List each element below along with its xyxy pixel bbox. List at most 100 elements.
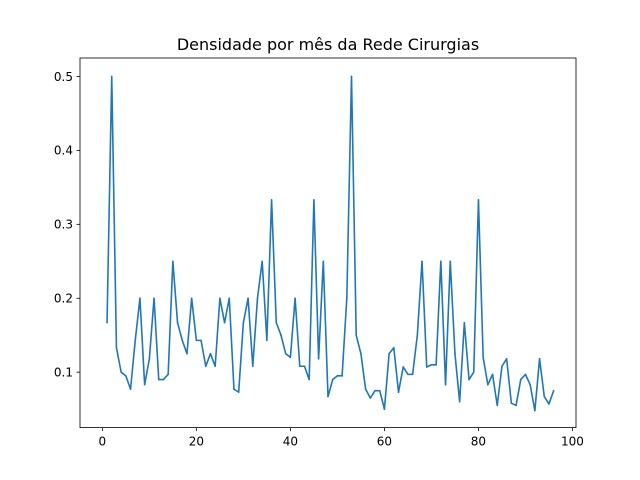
plot-area — [106, 75, 555, 412]
data-point — [430, 363, 433, 366]
data-point — [534, 409, 536, 412]
y-tick-label: 0.2 — [54, 292, 73, 306]
x-tick-label: 100 — [561, 435, 584, 449]
data-point — [435, 363, 437, 366]
data-point — [496, 404, 499, 407]
y-tick-label: 0.1 — [54, 365, 73, 379]
data-point — [134, 339, 137, 342]
data-point — [162, 378, 165, 381]
data-point — [219, 297, 221, 300]
data-point — [214, 365, 216, 368]
data-point — [275, 321, 278, 324]
data-point — [181, 339, 184, 342]
data-point — [501, 365, 503, 368]
data-point — [355, 334, 358, 337]
data-point — [242, 321, 245, 324]
data-point — [463, 321, 466, 324]
data-point — [548, 403, 550, 405]
data-point — [519, 378, 522, 381]
data-point — [369, 397, 372, 399]
data-point — [336, 375, 339, 377]
data-point — [378, 389, 381, 392]
data-point — [421, 260, 423, 263]
data-point — [139, 297, 141, 300]
data-point — [176, 321, 179, 324]
data-point — [148, 358, 151, 360]
data-point — [303, 365, 306, 368]
data-point — [505, 358, 508, 360]
data-point — [374, 389, 376, 392]
data-point — [440, 260, 442, 263]
x-tick-label: 60 — [377, 435, 392, 449]
y-tick-label: 0.3 — [54, 218, 73, 232]
data-point — [364, 388, 367, 390]
data-point — [327, 395, 329, 398]
data-point — [416, 334, 419, 337]
data-point — [186, 352, 188, 355]
data-point — [388, 352, 390, 355]
x-tick-label: 80 — [471, 435, 486, 449]
data-point — [129, 388, 132, 390]
data-point — [125, 375, 127, 377]
data-point — [280, 334, 282, 337]
data-point — [331, 378, 334, 381]
data-point — [237, 391, 240, 393]
data-point — [529, 383, 531, 386]
data-points — [106, 75, 555, 412]
data-point — [115, 346, 118, 349]
data-point — [444, 383, 447, 386]
data-point — [383, 408, 386, 410]
data-point — [472, 371, 475, 373]
data-point — [543, 395, 546, 398]
data-point — [228, 297, 231, 300]
data-point — [487, 383, 489, 386]
data-point — [449, 260, 452, 263]
data-point — [402, 366, 405, 368]
data-point — [482, 356, 484, 359]
data-point — [322, 260, 325, 263]
data-point — [289, 356, 292, 359]
data-point — [458, 400, 461, 403]
x-tick-label: 40 — [283, 435, 298, 449]
data-point — [294, 297, 296, 300]
data-point — [454, 352, 456, 355]
data-point — [172, 260, 174, 263]
data-point — [341, 375, 343, 377]
data-point — [153, 297, 155, 300]
data-point — [284, 352, 287, 355]
x-tick-label: 0 — [99, 435, 107, 449]
data-point — [256, 297, 259, 300]
series-line — [106, 75, 555, 412]
x-axis: 0 20 40 60 80 100 — [99, 427, 584, 449]
data-point — [200, 339, 202, 342]
data-point — [317, 358, 320, 360]
data-point — [298, 365, 301, 368]
data-point — [552, 389, 555, 392]
data-point — [106, 321, 108, 324]
data-point — [308, 378, 310, 381]
data-point — [233, 388, 235, 390]
data-point — [120, 371, 122, 373]
data-point — [510, 402, 513, 405]
data-point — [195, 339, 198, 342]
chart-title: Densidade por mês da Rede Cirurgias — [177, 35, 479, 54]
data-point — [491, 373, 494, 376]
data-point — [110, 75, 113, 78]
data-point — [270, 199, 273, 201]
data-point — [157, 378, 160, 381]
data-point — [515, 404, 517, 407]
data-point — [468, 378, 470, 381]
x-tick-label: 20 — [189, 435, 204, 449]
data-point — [204, 365, 207, 368]
data-point — [524, 373, 527, 376]
axes-frame — [79, 57, 577, 429]
data-point — [477, 199, 480, 201]
data-point — [247, 297, 249, 300]
data-point — [167, 373, 169, 376]
data-point — [261, 260, 263, 263]
data-point — [346, 297, 348, 300]
data-point — [538, 358, 541, 360]
data-point — [266, 339, 268, 342]
data-point — [393, 346, 395, 349]
